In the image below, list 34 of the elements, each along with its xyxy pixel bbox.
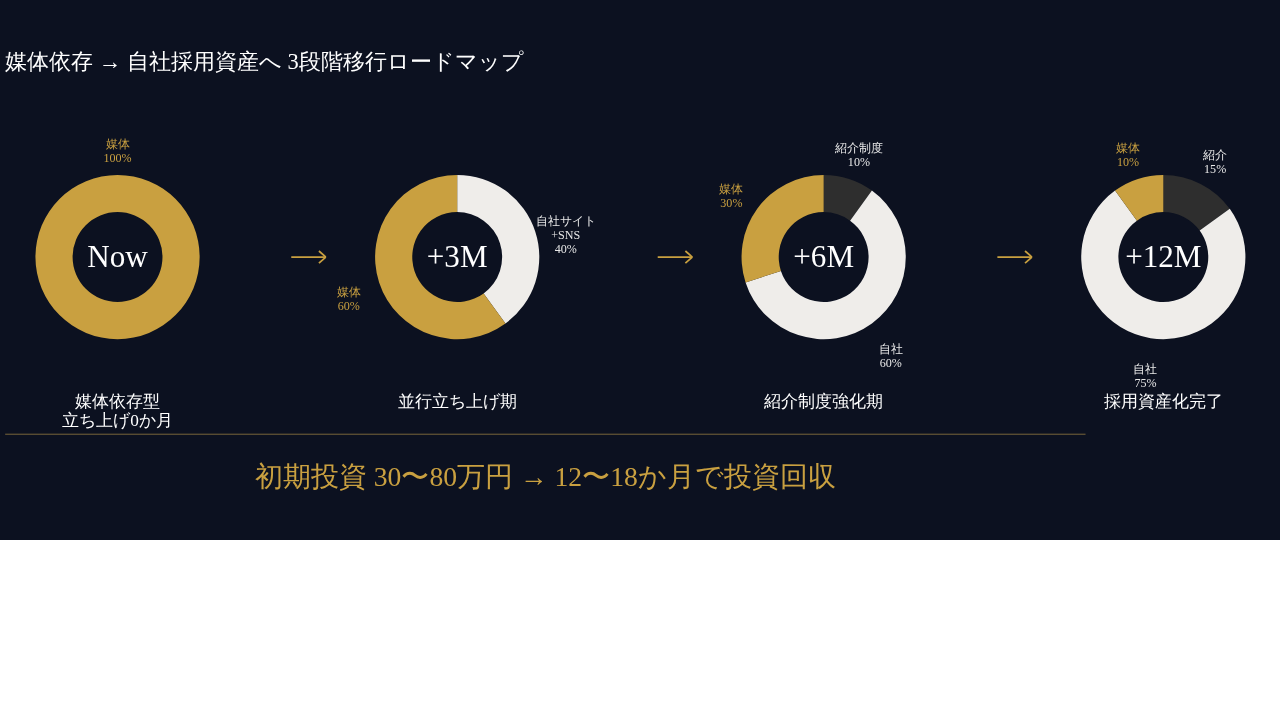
data-label: 40% xyxy=(554,241,577,256)
text: 採用資産化完了 xyxy=(1103,391,1223,411)
slice-label: 紹介 xyxy=(1202,147,1228,162)
data-label: 60% xyxy=(337,298,360,313)
slice-label: 媒体 xyxy=(336,284,361,299)
slice-label: 媒体 xyxy=(105,137,130,152)
data-label: 10% xyxy=(847,154,870,169)
donut-slice xyxy=(1163,174,1230,231)
donut-slice xyxy=(745,190,906,340)
data-label: 10% xyxy=(1117,154,1140,169)
data-label: 60% xyxy=(879,355,902,370)
slice-label: 自社 xyxy=(1133,362,1158,377)
text: Now xyxy=(87,238,149,274)
text: 初期投資 30〜80万円 → 12〜18か月で投資回収 xyxy=(254,461,836,493)
text: +6M xyxy=(793,238,855,274)
donut-slice xyxy=(823,174,872,221)
text: 媒体依存 → 自社採用資産へ 3段階移行ロードマップ xyxy=(5,49,524,75)
slice-label: 自社 xyxy=(878,341,903,356)
data-label: 75% xyxy=(1134,376,1157,390)
data-label: 15% xyxy=(1204,161,1227,176)
data-label: 100% xyxy=(103,150,132,165)
slice-label: 媒体 xyxy=(1116,140,1141,155)
text: 媒体依存型立ち上げ0か月 xyxy=(62,391,173,430)
donut-slice xyxy=(375,174,506,340)
text: +3M xyxy=(426,238,488,274)
slice-label: 媒体 xyxy=(719,182,744,197)
text: 並行立ち上げ期 xyxy=(397,391,517,411)
text: 紹介制度強化期 xyxy=(763,391,884,411)
donut-slice xyxy=(1081,190,1246,340)
slice-label: 紹介制度 xyxy=(833,140,883,155)
slice-label: 自社サイト +SNS xyxy=(535,214,596,243)
text: +12M xyxy=(1125,238,1202,274)
donut-slice xyxy=(1115,174,1164,221)
data-label: 30% xyxy=(720,196,743,211)
